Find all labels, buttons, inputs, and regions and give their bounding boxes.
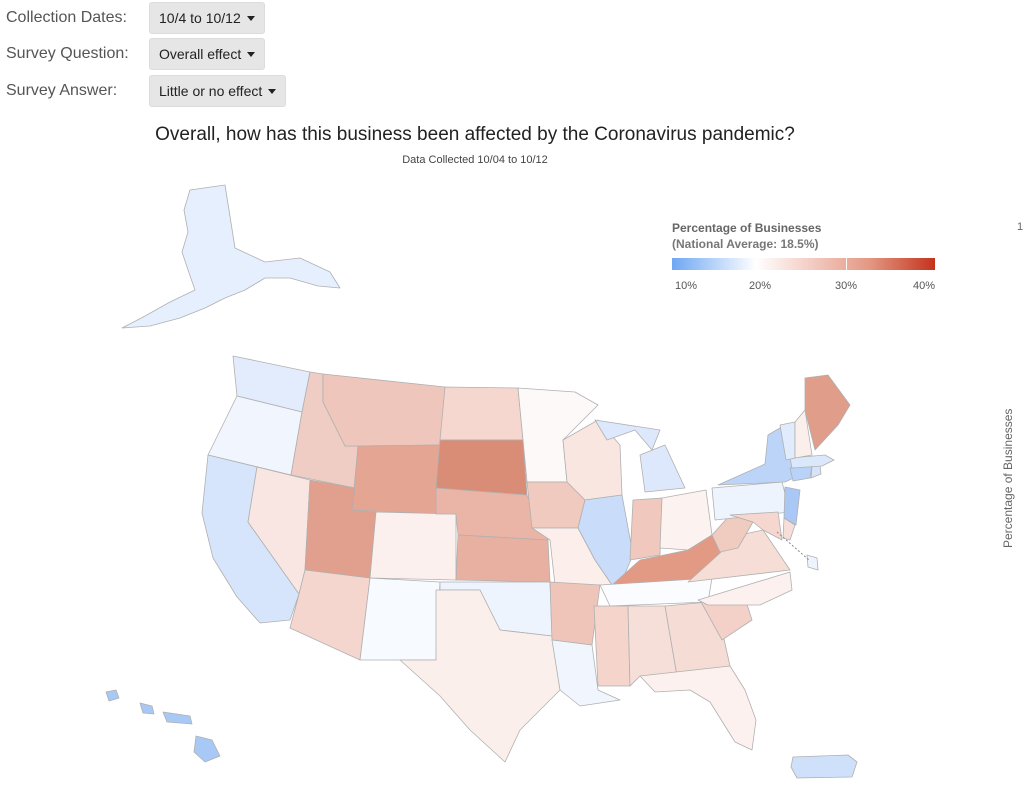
state-michigan[interactable] bbox=[594, 419, 686, 493]
legend-tick-mark bbox=[757, 258, 758, 270]
survey-answer-value: Little or no effect bbox=[159, 83, 263, 99]
legend-tick-label: 20% bbox=[749, 280, 772, 292]
state-new-jersey[interactable] bbox=[783, 486, 801, 526]
collection-dates-dropdown[interactable]: 10/4 to 10/12 bbox=[149, 2, 265, 34]
survey-answer-label: Survey Answer: bbox=[6, 82, 118, 99]
legend-tick-label: 10% bbox=[675, 280, 698, 292]
state-massachusetts[interactable] bbox=[789, 454, 835, 469]
state-north-dakota[interactable] bbox=[439, 386, 524, 441]
state-texas[interactable] bbox=[399, 589, 561, 763]
state-montana[interactable] bbox=[322, 373, 446, 447]
survey-question-dropdown[interactable]: Overall effect bbox=[149, 38, 266, 70]
legend-title: Percentage of Businesses bbox=[672, 221, 822, 235]
state-north-carolina[interactable] bbox=[697, 571, 793, 606]
state-south-dakota[interactable] bbox=[435, 439, 528, 496]
state-kansas[interactable] bbox=[455, 534, 551, 583]
state-alaska[interactable] bbox=[121, 184, 341, 329]
state-hawaii[interactable] bbox=[105, 689, 221, 763]
state-colorado[interactable] bbox=[369, 511, 457, 581]
state-wyoming[interactable] bbox=[351, 444, 441, 515]
state-florida[interactable] bbox=[639, 665, 757, 751]
legend-tick-label: 40% bbox=[913, 280, 936, 292]
map-title: Overall, how has this business been affe… bbox=[155, 124, 795, 145]
legend-tick-mark bbox=[846, 258, 847, 270]
state-arizona[interactable] bbox=[289, 569, 371, 661]
legend-subtitle: (National Average: 18.5%) bbox=[672, 237, 819, 251]
map-subtitle: Data Collected 10/04 to 10/12 bbox=[402, 154, 548, 166]
legend-color-scale bbox=[672, 258, 935, 270]
side-axis-label: Percentage of Businesses bbox=[1001, 408, 1015, 548]
state-indiana[interactable] bbox=[629, 497, 663, 561]
caret-down-icon bbox=[268, 88, 277, 94]
state-maryland[interactable] bbox=[729, 511, 783, 541]
collection-dates-label: Collection Dates: bbox=[6, 9, 127, 26]
state-arkansas[interactable] bbox=[549, 581, 601, 646]
survey-question-label: Survey Question: bbox=[6, 45, 129, 62]
state-new-hampshire[interactable] bbox=[794, 409, 813, 459]
caret-down-icon bbox=[247, 51, 256, 57]
state-puerto-rico[interactable] bbox=[790, 754, 858, 779]
state-delaware[interactable] bbox=[782, 517, 796, 541]
state-new-mexico[interactable] bbox=[359, 577, 441, 661]
state-maine[interactable] bbox=[804, 374, 851, 451]
legend-tick-label: 30% bbox=[835, 280, 858, 292]
collection-dates-value: 10/4 to 10/12 bbox=[159, 10, 241, 26]
dc-leader-line bbox=[776, 531, 810, 561]
state-dc[interactable] bbox=[806, 554, 819, 571]
state-louisiana[interactable] bbox=[551, 639, 621, 707]
corner-mark: 1 bbox=[1017, 221, 1024, 233]
survey-question-value: Overall effect bbox=[159, 46, 242, 62]
survey-answer-dropdown[interactable]: Little or no effect bbox=[149, 75, 287, 107]
caret-down-icon bbox=[246, 15, 255, 21]
state-mississippi[interactable] bbox=[593, 605, 631, 687]
